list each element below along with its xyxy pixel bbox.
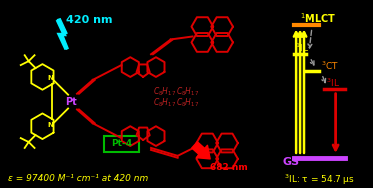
Text: 420 nm: 420 nm xyxy=(66,15,112,25)
Text: $C_8H_{17}$: $C_8H_{17}$ xyxy=(176,86,199,98)
Text: $C_8H_{17}$: $C_8H_{17}$ xyxy=(153,96,176,109)
Text: Pt: Pt xyxy=(65,97,77,107)
Text: N: N xyxy=(47,122,53,128)
Text: $^3$CT: $^3$CT xyxy=(321,60,339,72)
Text: $^1$IL: $^1$IL xyxy=(295,41,309,54)
Text: $C_8H_{17}$: $C_8H_{17}$ xyxy=(176,96,199,109)
Text: N: N xyxy=(47,75,53,81)
Bar xyxy=(104,136,139,152)
FancyArrowPatch shape xyxy=(192,142,210,159)
Text: 682 nm: 682 nm xyxy=(210,163,248,172)
Text: Pt-4: Pt-4 xyxy=(111,139,132,149)
Text: $^3$IL: $^3$IL xyxy=(326,77,340,89)
Text: GS: GS xyxy=(282,157,300,167)
Text: $C_8H_{17}$: $C_8H_{17}$ xyxy=(153,86,176,98)
Polygon shape xyxy=(57,19,68,49)
Text: ε = 97400 M⁻¹ cm⁻¹ at 420 nm: ε = 97400 M⁻¹ cm⁻¹ at 420 nm xyxy=(8,174,148,183)
Text: $^1$MLCT: $^1$MLCT xyxy=(300,11,336,25)
Text: $^3$IL: τ = 54.7 μs: $^3$IL: τ = 54.7 μs xyxy=(284,172,355,187)
